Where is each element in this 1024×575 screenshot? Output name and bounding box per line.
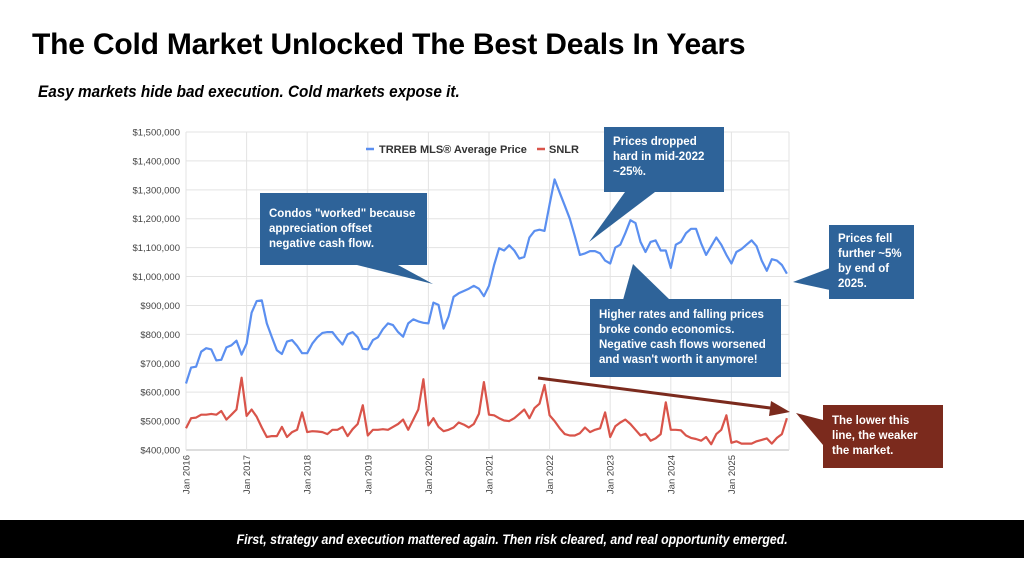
y-axis-ticks: $400,000 $500,000 $600,000 $700,000 $800,000…: [132, 128, 180, 457]
callout-tail-dropped: [589, 192, 655, 242]
y-tick-label: $700,000: [140, 359, 180, 370]
series-line-trreb-average-price: [184, 178, 788, 384]
callout-line: 2025.: [838, 278, 867, 290]
x-tick-label: Jan 2022: [545, 455, 556, 494]
trend-arrow: [537, 376, 779, 411]
callout-line: ~25%.: [613, 166, 646, 178]
x-tick-label: Jan 2020: [424, 455, 435, 494]
x-tick-label: Jan 2017: [242, 455, 253, 494]
y-tick-label: $1,400,000: [132, 156, 180, 167]
callout-line: Higher rates and falling prices: [599, 309, 764, 321]
callout-prices-fell: Prices fell further ~5% by end of 2025.: [829, 225, 914, 299]
trend-arrowhead: [769, 401, 790, 416]
callout-lower-line: The lower this line, the weaker the mark…: [823, 405, 943, 468]
callout-line: Condos "worked" because: [269, 208, 416, 220]
x-tick-label: Jan 2023: [606, 455, 617, 494]
y-tick-label: $1,100,000: [132, 243, 180, 254]
callout-tail-rates: [623, 264, 670, 300]
y-tick-label: $1,500,000: [132, 128, 180, 139]
callout-line: by end of: [838, 263, 890, 275]
legend-label-snlr: SNLR: [549, 144, 579, 156]
gridlines: [185, 131, 790, 451]
callout-line: Prices fell: [838, 233, 893, 245]
callout-tail-condos: [357, 265, 433, 284]
x-tick-label: Jan 2018: [303, 455, 314, 494]
y-tick-label: $1,000,000: [132, 272, 180, 283]
y-tick-label: $600,000: [140, 388, 180, 399]
callout-line: hard in mid-2022: [613, 151, 705, 163]
callout-line: broke condo economics.: [599, 324, 735, 336]
slide-title: The Cold Market Unlocked The Best Deals …: [32, 28, 746, 61]
legend-label-trreb: TRREB MLS® Average Price: [379, 144, 527, 156]
footer-banner: First, strategy and execution mattered a…: [0, 520, 1024, 558]
y-tick-label: $400,000: [140, 446, 180, 457]
callout-tail-fell: [793, 268, 830, 290]
callout-line: the market.: [832, 445, 894, 457]
y-tick-label: $900,000: [140, 301, 180, 312]
callout-line: further ~5%: [838, 248, 902, 260]
callout-line: Negative cash flows worsened: [599, 339, 766, 351]
footer-text: First, strategy and execution mattered a…: [236, 531, 788, 547]
x-tick-label: Jan 2019: [363, 455, 374, 494]
callout-line: negative cash flow.: [269, 238, 375, 250]
callout-line: and wasn't worth it anymore!: [599, 354, 758, 366]
callout-condos-worked: Condos "worked" because appreciation off…: [260, 193, 427, 265]
y-tick-label: $800,000: [140, 330, 180, 341]
callout-line: appreciation offset: [269, 223, 372, 235]
x-tick-label: Jan 2016: [182, 455, 193, 494]
y-tick-label: $1,200,000: [132, 214, 180, 225]
slide-subtitle: Easy markets hide bad execution. Cold ma…: [38, 82, 460, 101]
callout-prices-dropped: Prices dropped hard in mid-2022 ~25%.: [604, 127, 724, 192]
callout-tail-lower: [796, 413, 823, 445]
callout-higher-rates: Higher rates and falling prices broke co…: [590, 299, 781, 377]
x-tick-label: Jan 2025: [727, 455, 738, 494]
x-axis-ticks: Jan 2016 Jan 2017 Jan 2018 Jan 2019 Jan 2020…: [182, 455, 738, 494]
callout-line: The lower this: [832, 415, 910, 427]
callout-line: Prices dropped: [613, 136, 697, 148]
series-line-snlr: [185, 376, 788, 446]
x-tick-label: Jan 2021: [485, 455, 496, 494]
legend: TRREB MLS® Average Price SNLR: [366, 144, 579, 156]
y-tick-label: $1,300,000: [132, 185, 180, 196]
y-tick-label: $500,000: [140, 417, 180, 428]
callout-line: line, the weaker: [832, 430, 918, 442]
x-tick-label: Jan 2024: [666, 455, 677, 494]
